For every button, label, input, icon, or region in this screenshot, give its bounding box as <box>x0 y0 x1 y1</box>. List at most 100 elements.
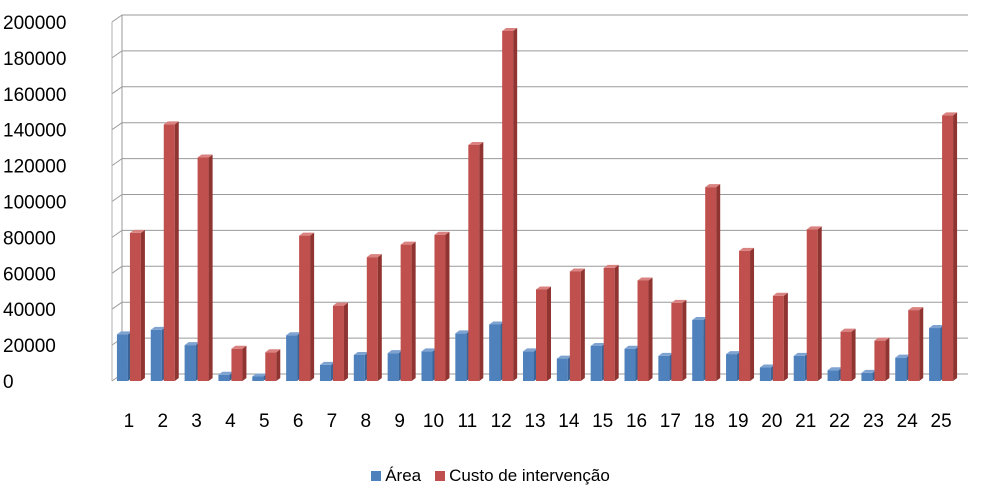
x-tick-label: 16 <box>626 411 647 432</box>
y-tick-label: 160000 <box>3 85 66 106</box>
bar-cost-23 <box>874 337 890 381</box>
bar-area-2 <box>150 326 166 381</box>
bar-cost-25 <box>942 112 958 381</box>
gridline-diag <box>111 158 123 167</box>
bar-area-17 <box>658 352 674 381</box>
x-tick-label: 5 <box>259 411 270 432</box>
legend: Área Custo de intervenção <box>0 466 981 486</box>
bar-cost-19 <box>739 247 755 381</box>
bar-cost-12 <box>502 27 518 381</box>
x-tick-label: 20 <box>761 411 782 432</box>
bar-area-24 <box>895 354 911 381</box>
x-tick-label: 23 <box>863 411 884 432</box>
x-tick-label: 22 <box>829 411 850 432</box>
x-tick-label: 10 <box>423 411 444 432</box>
bar-area-19 <box>726 351 742 381</box>
bar-area-8 <box>353 351 369 381</box>
bar-area-9 <box>387 350 403 381</box>
bar-area-21 <box>793 352 809 381</box>
x-tick-label: 25 <box>931 411 952 432</box>
bar-cost-7 <box>332 302 348 381</box>
bar-area-18 <box>692 316 708 381</box>
legend-swatch-cost <box>435 471 446 481</box>
bar-area-23 <box>861 369 877 381</box>
gridline-diag <box>111 122 123 131</box>
bar-area-15 <box>590 342 606 381</box>
bars <box>116 27 958 381</box>
bar-cost-2 <box>163 121 179 381</box>
legend-label-cost: Custo de intervenção <box>449 466 610 485</box>
bar-cost-3 <box>197 154 213 381</box>
bar-area-4 <box>218 371 234 381</box>
x-tick-label: 13 <box>524 411 545 432</box>
bar-cost-18 <box>705 184 721 381</box>
legend-label-area: Área <box>385 466 422 485</box>
bar-area-13 <box>523 348 538 381</box>
x-tick-label: 2 <box>157 411 168 432</box>
x-tick-label: 21 <box>795 411 816 432</box>
y-tick-label: 140000 <box>3 121 66 142</box>
gridline-diag <box>111 265 123 274</box>
y-tick-label: 40000 <box>3 300 56 321</box>
y-tick-label: 0 <box>3 372 14 393</box>
y-tick-label: 180000 <box>3 49 66 70</box>
x-tick-label: 17 <box>660 411 681 432</box>
x-tick-label: 6 <box>293 411 304 432</box>
bar-cost-16 <box>637 277 653 381</box>
bar-area-12 <box>489 321 505 381</box>
x-tick-label: 14 <box>558 411 580 432</box>
bar-area-6 <box>286 332 302 381</box>
x-tick-label: 12 <box>491 411 512 432</box>
bar-area-20 <box>759 364 775 381</box>
bar-cost-4 <box>231 345 247 381</box>
bar-area-16 <box>624 345 640 381</box>
bar-cost-14 <box>569 268 585 381</box>
y-tick-label: 120000 <box>3 157 66 178</box>
legend-item-area: Área <box>371 466 421 486</box>
bar-cost-8 <box>366 254 382 381</box>
bar-area-5 <box>252 373 268 381</box>
x-tick-label: 1 <box>124 411 135 432</box>
y-tick-label: 60000 <box>3 264 56 285</box>
x-tick-label: 8 <box>361 411 372 432</box>
y-axis-ticks: 0 20000 40000 60000 80000 100000 120000 140000 1… <box>3 13 66 393</box>
gridline-diag <box>111 194 123 202</box>
legend-swatch-area <box>371 471 382 481</box>
bar-area-7 <box>319 361 335 381</box>
y-tick-label: 80000 <box>3 228 56 249</box>
gridline-diag <box>111 229 123 238</box>
bar-cost-5 <box>265 349 281 381</box>
bar-area-14 <box>556 355 572 381</box>
bar-area-1 <box>116 331 132 381</box>
x-tick-label: 7 <box>327 411 338 432</box>
gridline-diag <box>111 14 123 23</box>
bar-cost-13 <box>536 286 551 381</box>
gridline-diag <box>111 301 123 310</box>
bar-cost-22 <box>840 328 856 381</box>
bar-cost-20 <box>772 292 788 381</box>
bar-cost-21 <box>806 226 822 381</box>
bar-area-3 <box>184 342 200 381</box>
x-tick-label: 19 <box>727 411 748 432</box>
y-tick-label: 100000 <box>3 193 66 214</box>
bar-cost-17 <box>671 299 687 381</box>
bar-area-11 <box>455 330 471 381</box>
x-tick-label: 4 <box>225 411 236 432</box>
bar-cost-24 <box>908 307 924 381</box>
gridline-diag <box>111 50 123 59</box>
x-tick-label: 3 <box>191 411 202 432</box>
x-tick-label: 18 <box>694 411 715 432</box>
x-tick-label: 15 <box>592 411 613 432</box>
bar-area-25 <box>929 325 945 381</box>
gridline-diag <box>111 86 123 95</box>
bar-area-10 <box>421 348 437 381</box>
bar-cost-6 <box>299 232 315 381</box>
bar-cost-10 <box>434 231 450 381</box>
bar-cost-9 <box>400 241 416 381</box>
bar-cost-1 <box>129 229 145 381</box>
y-tick-label: 200000 <box>3 13 66 34</box>
legend-item-cost: Custo de intervenção <box>435 466 610 486</box>
bar-area-22 <box>827 367 843 381</box>
x-tick-label: 9 <box>394 411 405 432</box>
